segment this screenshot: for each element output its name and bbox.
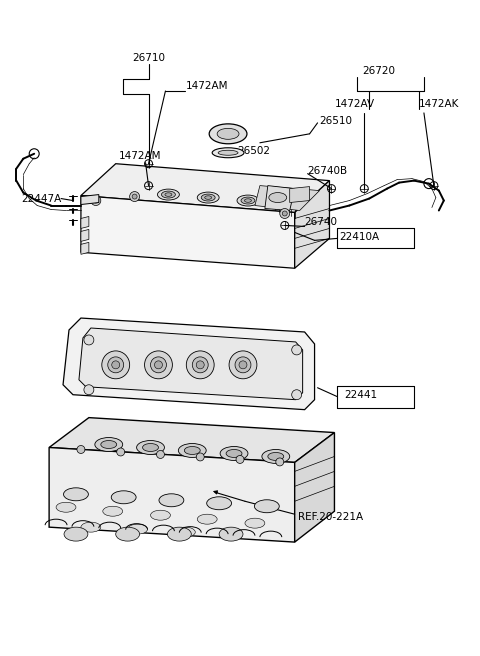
Text: 1472AM: 1472AM [185, 81, 228, 91]
Polygon shape [295, 432, 335, 542]
Circle shape [112, 361, 120, 369]
Circle shape [84, 385, 94, 395]
Circle shape [102, 351, 130, 379]
Ellipse shape [165, 193, 172, 196]
Ellipse shape [175, 527, 195, 537]
Ellipse shape [111, 491, 136, 504]
Circle shape [93, 198, 98, 203]
Ellipse shape [56, 502, 76, 512]
Ellipse shape [226, 449, 242, 457]
Ellipse shape [81, 522, 101, 532]
Ellipse shape [254, 500, 279, 513]
Circle shape [229, 351, 257, 379]
Text: 26740: 26740 [305, 217, 337, 228]
Polygon shape [295, 180, 329, 268]
Ellipse shape [237, 195, 259, 206]
Ellipse shape [137, 441, 165, 455]
Ellipse shape [197, 514, 217, 524]
Circle shape [196, 361, 204, 369]
Text: 26740B: 26740B [308, 166, 348, 176]
Ellipse shape [218, 150, 238, 155]
Circle shape [276, 458, 284, 466]
Polygon shape [49, 418, 335, 462]
Ellipse shape [217, 129, 239, 139]
Ellipse shape [262, 449, 290, 463]
Text: 22441: 22441 [344, 390, 377, 400]
Text: 1472AM: 1472AM [119, 151, 161, 161]
Polygon shape [79, 328, 302, 400]
Ellipse shape [161, 191, 175, 198]
Polygon shape [290, 186, 310, 203]
Text: 26502: 26502 [237, 146, 270, 155]
Polygon shape [255, 186, 320, 211]
Circle shape [130, 192, 140, 201]
Ellipse shape [241, 197, 255, 204]
Text: 26720: 26720 [363, 66, 396, 76]
Circle shape [117, 448, 125, 456]
Ellipse shape [101, 441, 117, 449]
Ellipse shape [245, 518, 265, 528]
Ellipse shape [64, 527, 88, 541]
Ellipse shape [168, 527, 192, 541]
Ellipse shape [157, 189, 180, 200]
Circle shape [108, 357, 124, 373]
Circle shape [235, 357, 251, 373]
Ellipse shape [244, 199, 252, 202]
Circle shape [186, 351, 214, 379]
Circle shape [156, 451, 165, 459]
Ellipse shape [184, 447, 200, 455]
Ellipse shape [197, 192, 219, 203]
Polygon shape [81, 195, 295, 268]
Polygon shape [81, 242, 89, 255]
Circle shape [144, 351, 172, 379]
Ellipse shape [103, 506, 123, 516]
Ellipse shape [220, 447, 248, 461]
Ellipse shape [143, 443, 158, 451]
Circle shape [196, 453, 204, 461]
Ellipse shape [95, 438, 123, 451]
Ellipse shape [151, 510, 170, 520]
Ellipse shape [179, 443, 206, 457]
Polygon shape [81, 216, 89, 228]
Polygon shape [49, 447, 295, 542]
Polygon shape [265, 186, 295, 211]
Circle shape [155, 361, 162, 369]
Ellipse shape [222, 528, 242, 538]
Ellipse shape [201, 194, 215, 201]
Polygon shape [81, 164, 329, 213]
Text: 1472AV: 1472AV [335, 99, 375, 109]
Ellipse shape [212, 148, 244, 157]
Circle shape [236, 455, 244, 463]
Circle shape [77, 445, 85, 453]
Circle shape [292, 345, 301, 355]
Circle shape [192, 357, 208, 373]
Text: 22447A: 22447A [21, 194, 61, 203]
Circle shape [132, 194, 137, 199]
Text: 26510: 26510 [320, 116, 352, 126]
Polygon shape [81, 230, 89, 241]
Ellipse shape [204, 195, 212, 199]
Text: 22410A: 22410A [339, 232, 380, 242]
Text: 1472AK: 1472AK [419, 99, 459, 109]
Text: 26710: 26710 [132, 53, 165, 63]
Circle shape [292, 390, 301, 400]
Ellipse shape [209, 124, 247, 144]
Circle shape [282, 211, 287, 216]
Ellipse shape [268, 453, 284, 461]
Circle shape [91, 195, 101, 205]
Circle shape [239, 361, 247, 369]
Polygon shape [81, 195, 99, 205]
Ellipse shape [219, 527, 243, 541]
Ellipse shape [116, 527, 140, 541]
Ellipse shape [159, 494, 184, 506]
Text: REF.20-221A: REF.20-221A [298, 512, 363, 522]
Circle shape [151, 357, 167, 373]
Circle shape [84, 335, 94, 345]
Polygon shape [63, 318, 314, 409]
Ellipse shape [207, 497, 231, 510]
Ellipse shape [269, 193, 287, 203]
Circle shape [280, 209, 290, 218]
Ellipse shape [128, 524, 147, 534]
Ellipse shape [63, 488, 88, 501]
